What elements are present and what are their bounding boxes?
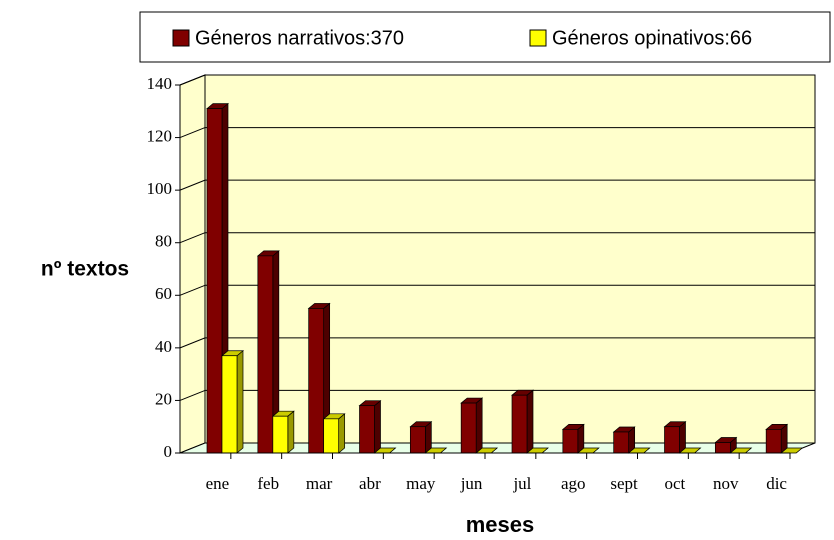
y-tick-label: 20 bbox=[155, 389, 172, 408]
bar-top bbox=[780, 447, 804, 454]
bar bbox=[460, 402, 477, 454]
grid-line-side bbox=[179, 389, 206, 401]
bar bbox=[765, 428, 782, 454]
grid-line-side bbox=[179, 337, 206, 349]
bar bbox=[308, 308, 325, 454]
legend-box bbox=[139, 11, 831, 63]
bar-side bbox=[526, 389, 534, 454]
bar bbox=[323, 418, 340, 454]
bar bbox=[664, 426, 680, 454]
grid-line-side bbox=[179, 127, 206, 139]
x-axis-title: meses bbox=[466, 512, 535, 537]
bar-side bbox=[287, 410, 295, 454]
bar-side bbox=[374, 399, 381, 454]
bar bbox=[359, 405, 375, 454]
grid-line-side bbox=[179, 179, 206, 191]
x-tick-label: nov bbox=[713, 474, 739, 493]
y-tick-label: 60 bbox=[155, 284, 172, 303]
side-wall bbox=[179, 74, 206, 454]
bar-side bbox=[475, 397, 483, 454]
back-wall bbox=[204, 74, 816, 444]
bar-side bbox=[338, 413, 346, 454]
y-tick-label: 140 bbox=[147, 74, 173, 93]
bar bbox=[511, 394, 528, 454]
y-tick-label: 120 bbox=[147, 126, 173, 145]
bar bbox=[409, 426, 426, 454]
x-tick-label: may bbox=[406, 474, 436, 493]
bar bbox=[562, 428, 579, 454]
y-tick-label: 80 bbox=[155, 232, 172, 251]
bar bbox=[613, 431, 630, 454]
x-tick-label: ene bbox=[206, 474, 230, 493]
x-tick-label: mar bbox=[306, 474, 333, 493]
bar bbox=[272, 415, 289, 454]
bar bbox=[257, 255, 274, 454]
y-tick-label: 0 bbox=[164, 442, 173, 461]
legend-swatch bbox=[529, 29, 547, 47]
legend-label: Géneros narrativos:370 bbox=[195, 27, 404, 49]
x-tick-label: dic bbox=[766, 474, 787, 493]
x-tick-label: sept bbox=[610, 474, 638, 493]
bar bbox=[714, 442, 731, 454]
legend-label: Géneros opinativos:66 bbox=[552, 27, 752, 49]
x-tick-label: ago bbox=[561, 474, 586, 493]
y-tick-label: 40 bbox=[155, 337, 172, 356]
bar-side bbox=[236, 349, 244, 454]
grid-line-side bbox=[179, 74, 206, 86]
x-tick-label: jun bbox=[460, 474, 483, 493]
grid-line-side bbox=[179, 284, 206, 296]
x-tick-label: oct bbox=[665, 474, 686, 493]
grid-line-side bbox=[179, 232, 206, 244]
x-tick-label: abr bbox=[359, 474, 381, 493]
y-axis-title: nº textos bbox=[41, 258, 129, 281]
y-tick-label: 100 bbox=[147, 179, 173, 198]
x-tick-label: feb bbox=[257, 474, 279, 493]
x-tick-label: jul bbox=[512, 474, 531, 493]
legend-swatch bbox=[172, 29, 190, 47]
bar bbox=[206, 108, 223, 454]
bar bbox=[221, 355, 238, 454]
